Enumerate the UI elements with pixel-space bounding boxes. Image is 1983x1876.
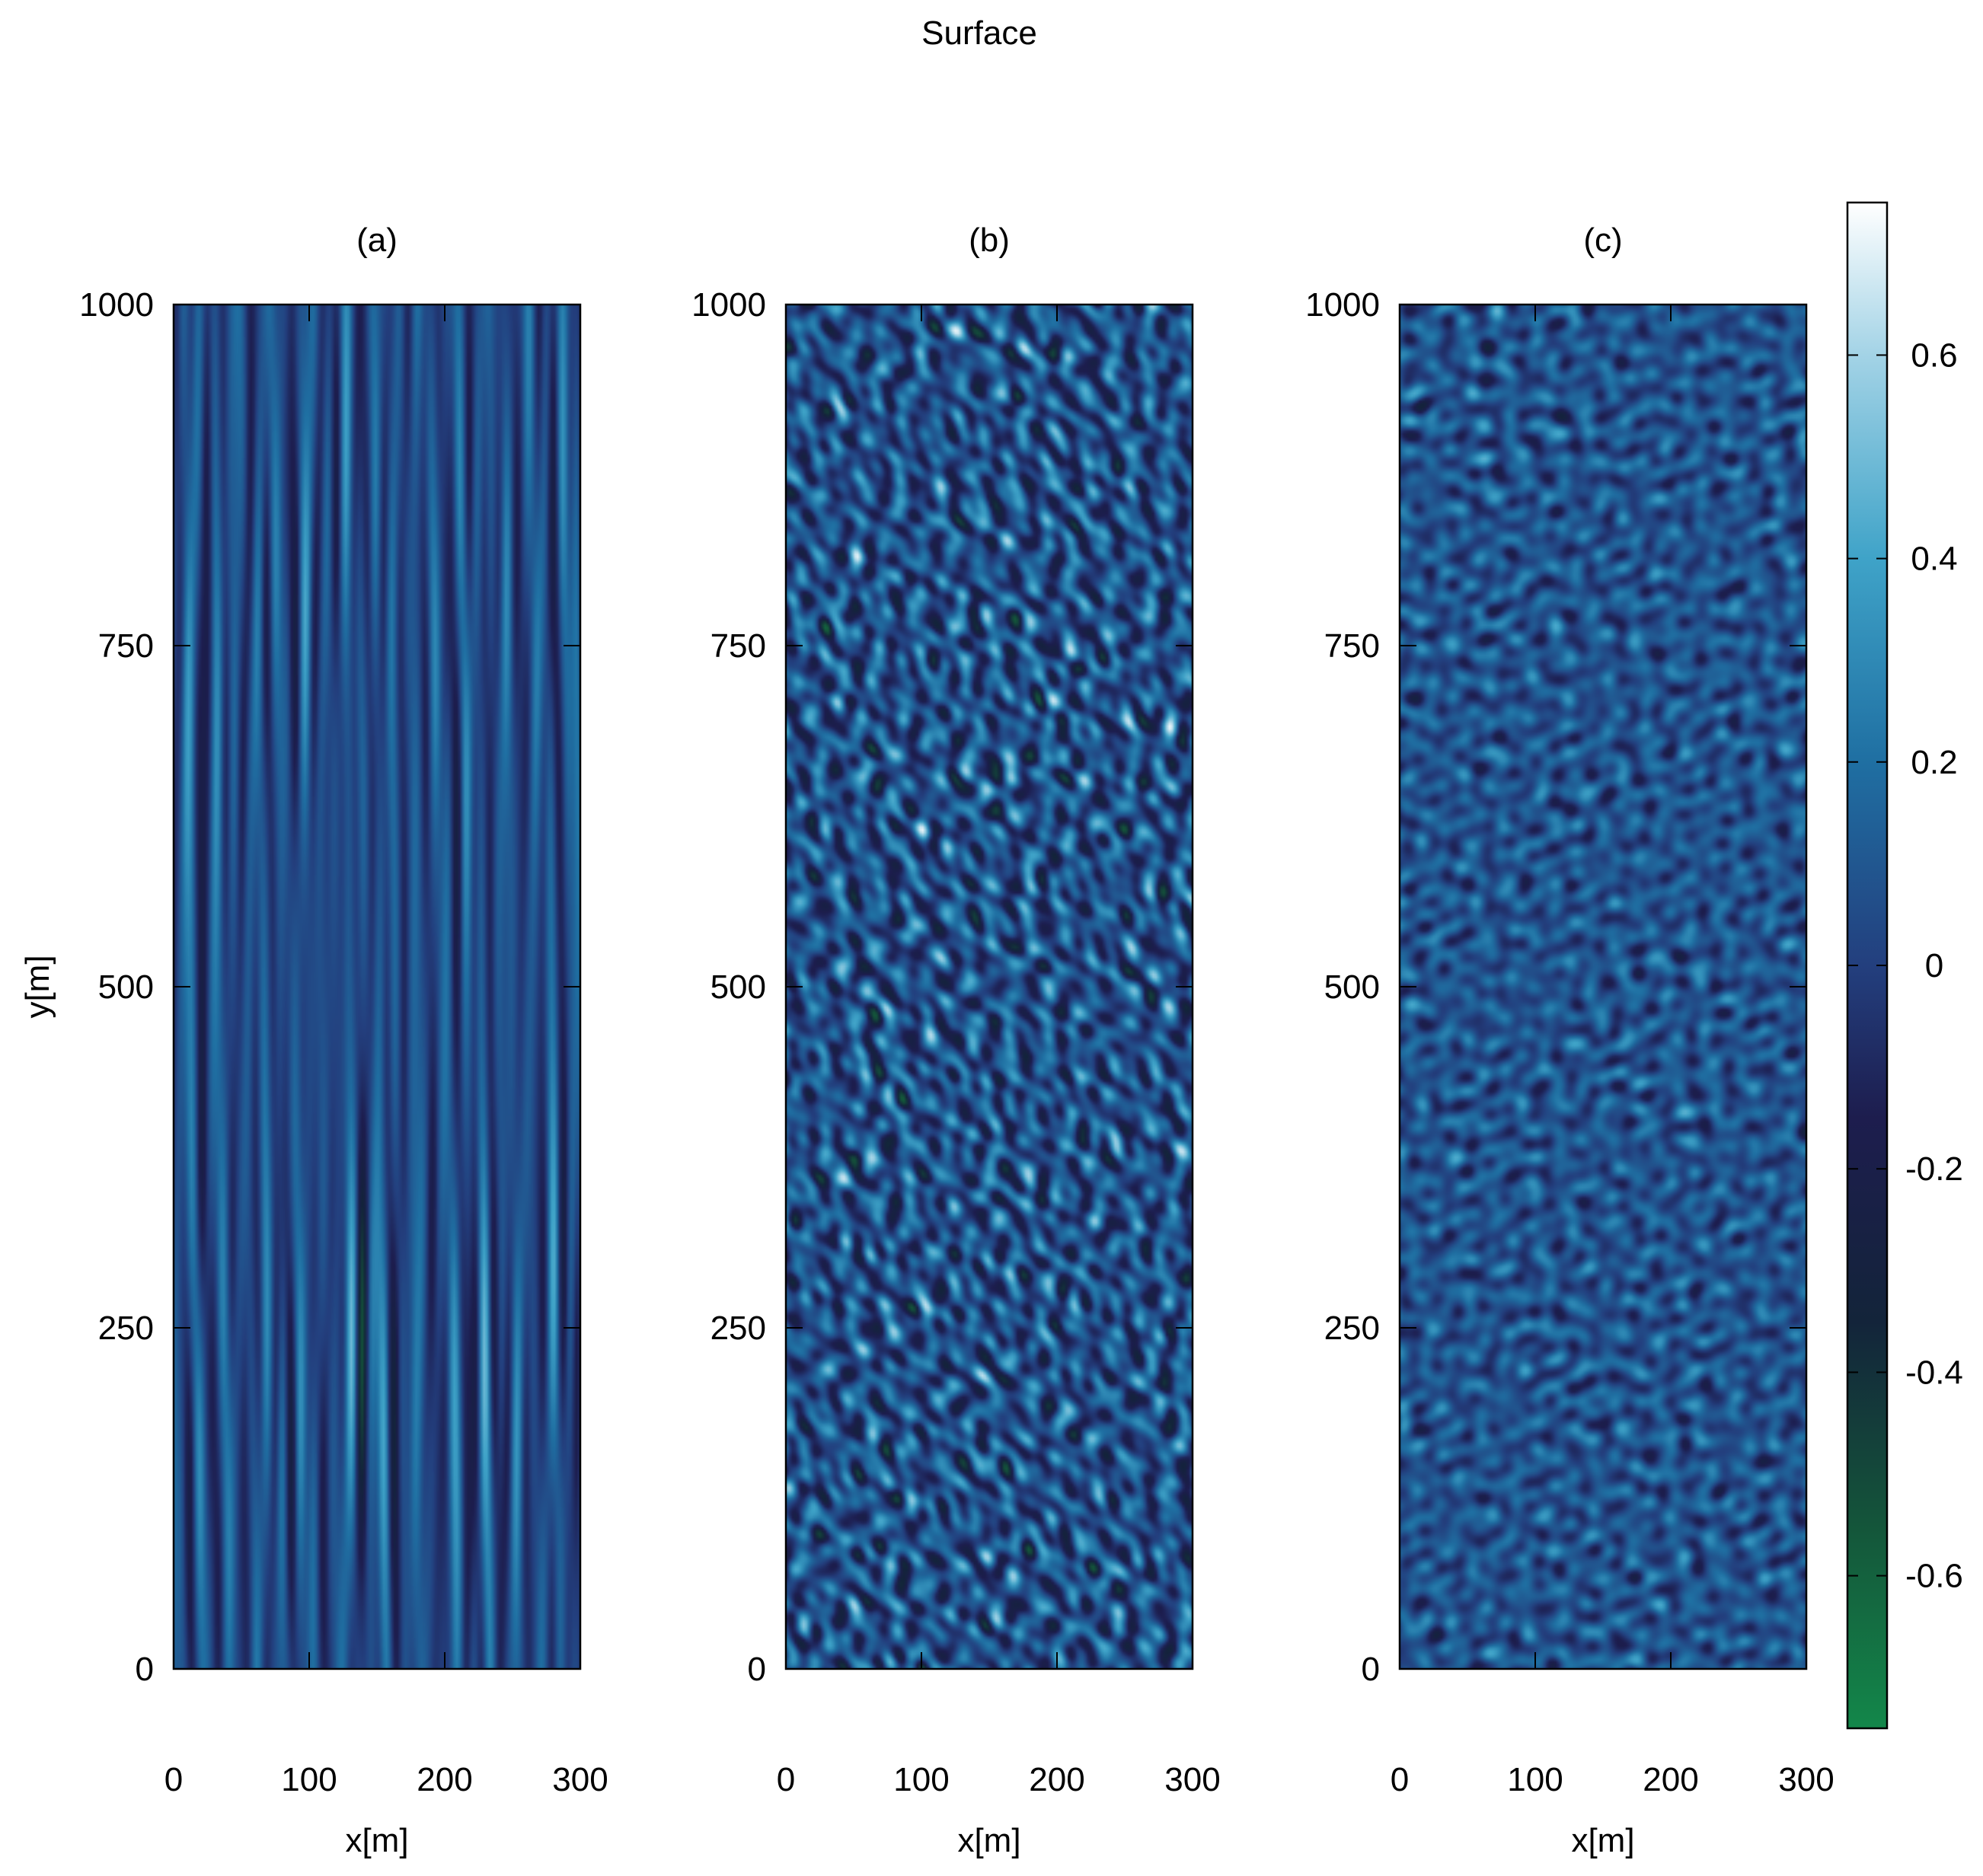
x-axis-label: x[m]: [957, 1822, 1020, 1859]
y-tick-label: 500: [1324, 968, 1380, 1006]
x-axis-label: x[m]: [345, 1822, 408, 1859]
x-tick-label: 100: [893, 1761, 949, 1798]
y-tick-label: 0: [748, 1651, 766, 1688]
y-tick-label: 0: [1362, 1651, 1380, 1688]
x-tick-label: 0: [777, 1761, 795, 1798]
x-tick-label: 100: [1507, 1761, 1563, 1798]
y-tick-label: 0: [136, 1651, 154, 1688]
x-axis-label: x[m]: [1571, 1822, 1634, 1859]
x-tick-label: 200: [417, 1761, 472, 1798]
colorbar: -0.6 -0.4 -0.2 0 0.2 0.4 0.6: [1846, 201, 1963, 1730]
x-tick-label: 100: [281, 1761, 337, 1798]
y-tick-label: 500: [710, 968, 766, 1006]
x-tick-label: 300: [1164, 1761, 1220, 1798]
y-tick-label: 250: [98, 1310, 154, 1347]
y-axis-label: y[m]: [19, 955, 56, 1018]
y-tick-label: 750: [1324, 627, 1380, 665]
x-tick-label: 0: [1391, 1761, 1409, 1798]
x-tick-label: 200: [1643, 1761, 1698, 1798]
x-tick-label: 300: [1778, 1761, 1834, 1798]
y-tick-label: 1000: [691, 286, 766, 324]
panel-title: (a): [356, 222, 398, 259]
figure-title: Surface: [921, 14, 1037, 52]
panel-title: (b): [969, 222, 1010, 259]
y-tick-label: 750: [710, 627, 766, 665]
y-tick-label: 250: [1324, 1310, 1380, 1347]
x-tick-label: 0: [164, 1761, 183, 1798]
panel-b: (b) 0 100 200 300 0 250 500 750 1000 x[m]: [691, 222, 1221, 1859]
x-tick-label: 300: [552, 1761, 608, 1798]
x-tick-label: 200: [1029, 1761, 1084, 1798]
heatmap-field: [786, 305, 1193, 1669]
y-tick-label: 1000: [1305, 286, 1380, 324]
colorbar-tick-label: 0: [1925, 947, 1943, 984]
panel-c: (c) 0 100 200 300 0 250 500 750 1000 x[m]: [1305, 222, 1835, 1859]
heatmap-field: [174, 305, 580, 1669]
colorbar-tick-label: 0.2: [1911, 744, 1957, 781]
y-tick-label: 750: [98, 627, 154, 665]
colorbar-tick-label: 0.4: [1911, 541, 1957, 578]
colorbar-tick-label: 0.6: [1911, 337, 1957, 374]
y-tick-label: 500: [98, 968, 154, 1006]
colorbar-tick-label: -0.4: [1905, 1354, 1963, 1391]
y-tick-label: 1000: [79, 286, 154, 324]
panel-title: (c): [1583, 222, 1622, 259]
panel-a: (a) 0 100 200 300 0 250 500 750 1000 x[m] y[m]: [19, 222, 608, 1859]
colorbar-tick-label: -0.6: [1905, 1558, 1963, 1595]
colorbar-tick-label: -0.2: [1905, 1150, 1963, 1188]
heatmap-field: [1400, 305, 1806, 1669]
y-tick-label: 250: [710, 1310, 766, 1347]
